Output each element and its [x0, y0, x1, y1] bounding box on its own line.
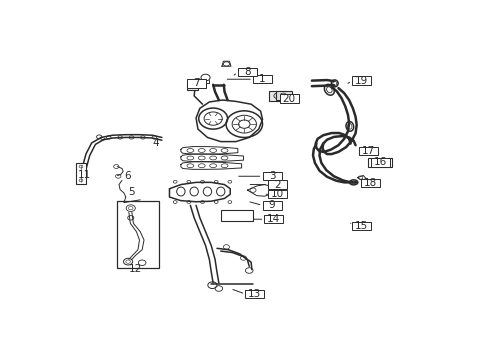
- FancyBboxPatch shape: [361, 179, 380, 187]
- Text: 2: 2: [274, 180, 281, 190]
- FancyBboxPatch shape: [270, 91, 286, 101]
- FancyBboxPatch shape: [187, 79, 206, 87]
- FancyBboxPatch shape: [280, 94, 298, 103]
- Text: 18: 18: [364, 178, 377, 188]
- FancyBboxPatch shape: [245, 290, 265, 298]
- Text: 1: 1: [259, 74, 266, 84]
- FancyBboxPatch shape: [187, 84, 198, 90]
- Text: 14: 14: [267, 214, 281, 224]
- Text: 7: 7: [193, 78, 199, 89]
- Text: 4: 4: [153, 138, 160, 148]
- Text: 11: 11: [77, 170, 91, 180]
- Text: 6: 6: [124, 171, 131, 181]
- FancyBboxPatch shape: [265, 215, 283, 223]
- Text: 13: 13: [248, 289, 262, 299]
- Text: 20: 20: [283, 94, 295, 104]
- Text: 8: 8: [244, 67, 251, 77]
- FancyBboxPatch shape: [253, 75, 272, 84]
- FancyBboxPatch shape: [371, 158, 390, 167]
- FancyBboxPatch shape: [220, 210, 253, 221]
- FancyBboxPatch shape: [268, 190, 287, 198]
- Text: 12: 12: [129, 264, 142, 274]
- Text: 10: 10: [271, 189, 284, 199]
- FancyBboxPatch shape: [359, 147, 378, 156]
- FancyBboxPatch shape: [263, 201, 281, 210]
- Text: 9: 9: [269, 201, 275, 210]
- Text: 16: 16: [373, 157, 387, 167]
- FancyBboxPatch shape: [76, 163, 86, 184]
- Text: 19: 19: [355, 76, 368, 86]
- FancyBboxPatch shape: [268, 180, 287, 189]
- FancyBboxPatch shape: [352, 76, 371, 85]
- FancyBboxPatch shape: [352, 222, 371, 230]
- FancyBboxPatch shape: [238, 68, 257, 76]
- FancyBboxPatch shape: [276, 91, 292, 100]
- FancyBboxPatch shape: [118, 201, 159, 268]
- Text: 15: 15: [355, 221, 368, 231]
- FancyBboxPatch shape: [263, 172, 281, 180]
- Text: 3: 3: [269, 171, 275, 181]
- FancyBboxPatch shape: [368, 158, 392, 167]
- Text: 5: 5: [128, 186, 135, 197]
- Text: 17: 17: [362, 146, 375, 156]
